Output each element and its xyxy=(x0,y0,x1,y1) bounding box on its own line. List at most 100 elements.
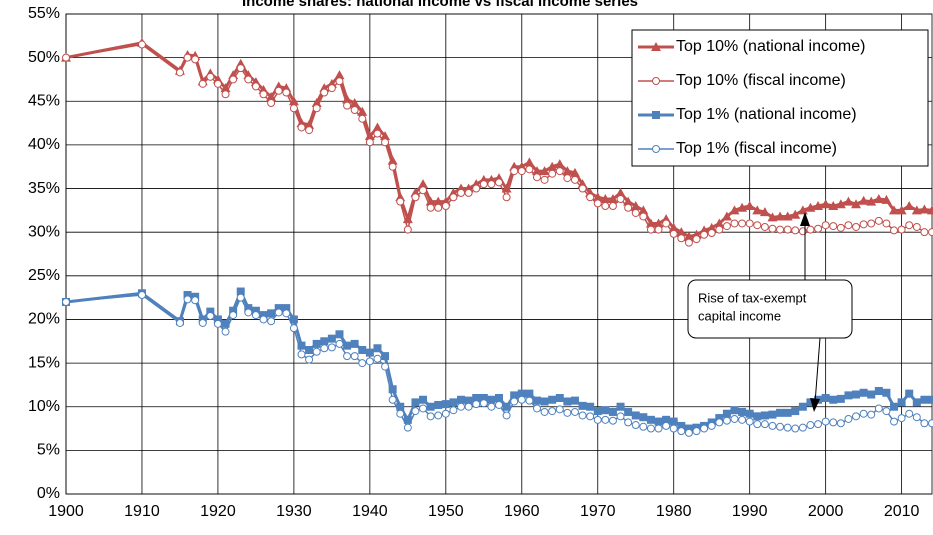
legend-label: Top 1% (fiscal income) xyxy=(676,140,837,157)
data-point xyxy=(663,422,670,429)
data-point xyxy=(913,223,920,230)
data-point xyxy=(678,235,685,242)
y-tick-label: 50% xyxy=(28,49,60,66)
data-point xyxy=(647,425,654,432)
data-point xyxy=(214,320,221,327)
data-point xyxy=(495,394,503,402)
data-point xyxy=(541,397,549,405)
data-point xyxy=(564,175,571,182)
y-tick-label: 55% xyxy=(28,5,60,22)
y-tick-label: 35% xyxy=(28,180,60,197)
data-point xyxy=(913,414,920,421)
data-point xyxy=(488,403,495,410)
data-point xyxy=(564,409,571,416)
data-point xyxy=(853,413,860,420)
data-point xyxy=(359,360,366,367)
legend-marker xyxy=(653,78,660,85)
data-point xyxy=(222,91,229,98)
data-point xyxy=(359,115,366,122)
data-point xyxy=(730,406,738,414)
data-point xyxy=(829,396,837,404)
data-point xyxy=(351,340,359,348)
data-point xyxy=(374,355,381,362)
data-point xyxy=(624,408,632,416)
data-point xyxy=(358,346,366,354)
y-tick-label: 30% xyxy=(28,223,60,240)
data-point xyxy=(701,425,708,432)
data-point xyxy=(541,408,548,415)
data-point xyxy=(731,220,738,227)
data-point xyxy=(609,408,617,416)
data-point xyxy=(260,316,267,323)
data-point xyxy=(843,197,853,206)
x-tick-label: 1980 xyxy=(656,503,692,520)
data-point xyxy=(435,412,442,419)
annotation-text: Rise of tax-exempt xyxy=(698,290,807,305)
data-point xyxy=(655,418,663,426)
data-point xyxy=(344,102,351,109)
data-point xyxy=(511,168,518,175)
data-point xyxy=(792,425,799,432)
data-point xyxy=(571,176,578,183)
data-point xyxy=(875,217,882,224)
data-point xyxy=(525,390,533,398)
data-point xyxy=(245,76,252,83)
data-point xyxy=(366,349,374,357)
data-point xyxy=(556,394,564,402)
data-point xyxy=(411,398,419,406)
x-tick-label: 1910 xyxy=(124,503,160,520)
data-point xyxy=(693,236,700,243)
data-point xyxy=(830,419,837,426)
data-point xyxy=(328,344,335,351)
data-point xyxy=(815,225,822,232)
data-point xyxy=(701,231,708,238)
x-tick-label: 1930 xyxy=(276,503,312,520)
data-point xyxy=(868,220,875,227)
data-point xyxy=(321,345,328,352)
data-point xyxy=(708,422,715,429)
data-point xyxy=(336,78,343,85)
data-point xyxy=(373,344,381,352)
data-point xyxy=(837,420,844,427)
data-point xyxy=(594,416,601,423)
data-point xyxy=(860,389,868,397)
data-point xyxy=(716,419,723,426)
data-point xyxy=(496,179,503,186)
legend-marker xyxy=(653,146,660,153)
data-point xyxy=(268,100,275,107)
data-point xyxy=(723,410,731,418)
data-point xyxy=(761,223,768,230)
data-point xyxy=(496,401,503,408)
data-point xyxy=(837,224,844,231)
data-point xyxy=(571,408,578,415)
data-point xyxy=(617,403,625,411)
data-point xyxy=(389,163,396,170)
data-point xyxy=(230,76,237,83)
y-tick-label: 40% xyxy=(28,136,60,153)
data-point xyxy=(890,403,898,411)
data-point xyxy=(275,309,282,316)
data-point xyxy=(655,226,662,233)
data-point xyxy=(335,330,343,338)
data-point xyxy=(799,403,807,411)
data-point xyxy=(283,310,290,317)
data-point xyxy=(867,391,875,399)
chart-title: Income shares: national income vs fiscal… xyxy=(242,0,638,10)
data-point xyxy=(913,398,921,406)
data-point xyxy=(586,403,594,411)
x-tick-label: 1950 xyxy=(428,503,464,520)
data-point xyxy=(739,220,746,227)
data-point xyxy=(594,200,601,207)
data-point xyxy=(640,423,647,430)
data-point xyxy=(731,415,738,422)
data-point xyxy=(860,410,867,417)
data-point xyxy=(328,85,335,92)
y-tick-label: 5% xyxy=(37,442,60,459)
data-point xyxy=(465,189,472,196)
arrow xyxy=(815,338,820,403)
data-point xyxy=(784,424,791,431)
data-point xyxy=(290,325,297,332)
data-point xyxy=(397,198,404,205)
data-point xyxy=(882,389,890,397)
data-point xyxy=(769,422,776,429)
